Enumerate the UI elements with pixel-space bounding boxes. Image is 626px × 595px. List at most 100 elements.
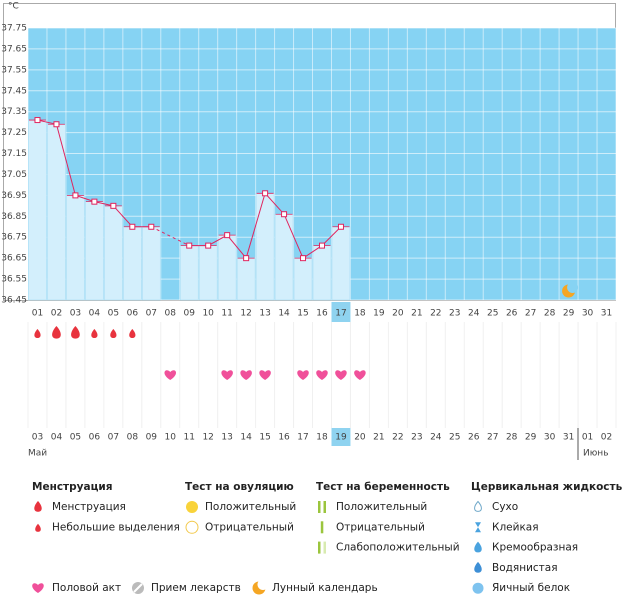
date-label: 30 [544,433,556,443]
legend-item: Слабоположительный [336,542,460,554]
date-label: 09 [146,433,158,443]
x-tick-label: 31 [601,309,612,319]
bar [198,245,218,301]
point [186,242,193,249]
x-tick-label: 12 [240,309,251,319]
date-label: 29 [525,433,537,443]
legend-item: Сухо [492,501,518,513]
legend-item: Водянистая [492,562,558,574]
x-tick-label: 21 [411,309,422,319]
menstruation-drop [110,329,117,338]
icon [323,501,326,513]
y-tick-label: 37.75 [1,24,27,34]
menstruation-drop [129,329,136,338]
moon-cut [567,282,579,293]
legend-item: Менструация [52,501,126,513]
date-label: 07 [108,433,119,443]
date-label: 10 [165,433,177,443]
legend-item: Яичный белок [492,582,570,594]
date-label: 02 [601,433,612,443]
y-tick-label: 36.65 [1,254,27,264]
x-tick-label: 02 [51,309,62,319]
intercourse-heart [335,370,347,380]
legend-item: Небольшие выделения [52,521,180,533]
bar [236,257,256,301]
legend-item: Клейкая [492,521,539,533]
x-tick-label: 08 [165,309,177,319]
point [148,223,155,230]
bar [123,226,142,301]
date-label: 01 [582,433,593,443]
y-tick-label: 37.35 [1,107,27,117]
legend-title: Тест на беременность [316,481,450,493]
icon [185,520,199,534]
icon [133,583,143,593]
point [262,190,269,197]
legend-item: Прием лекарств [151,582,241,594]
date-label: 31 [563,433,574,443]
icon [320,521,324,534]
point [281,211,288,218]
intercourse-heart [297,370,309,380]
y-unit: °C [8,2,19,12]
menstruation-drop [52,326,61,339]
point [91,198,98,205]
legend-title: Менструация [32,481,112,493]
x-tick-label: 19 [373,309,385,319]
legend-item: Положительный [205,501,296,513]
highlight-date [331,428,351,446]
x-tick-label: 04 [89,309,101,319]
y-tick-label: 36.75 [1,233,27,243]
y-tick-label: 36.85 [1,212,27,222]
icon [32,583,44,593]
bar [85,201,104,301]
y-tick-label: 37.25 [1,128,27,138]
icon [323,541,326,554]
legend-item: Кремообразная [492,542,578,554]
intercourse-heart [240,370,252,380]
legend-title: Тест на овуляцию [185,481,294,493]
bar [274,213,294,301]
date-label: 19 [335,433,347,443]
date-label: 17 [297,433,308,443]
date-label: 27 [487,433,498,443]
intercourse-heart [259,370,271,380]
date-label: 08 [127,433,139,443]
point [53,121,60,128]
menstruation-drop [34,329,41,338]
x-tick-label: 30 [582,309,594,319]
date-label: 04 [51,433,63,443]
icon [35,523,41,532]
x-tick-label: 17 [335,309,346,319]
icon [318,501,321,513]
x-tick-label: 24 [468,309,480,319]
gap-connector [151,226,190,247]
point [300,255,307,262]
date-label: 25 [449,433,460,443]
date-label: 23 [411,433,422,443]
y-tick-label: 36.45 [1,296,27,306]
x-tick-label: 20 [392,309,404,319]
date-label: 13 [221,433,232,443]
intercourse-heart [221,370,233,380]
date-label: 22 [392,433,403,443]
x-tick-label: 16 [316,309,328,319]
x-tick-label: 25 [487,309,498,319]
icon [186,501,198,513]
legend-item: Лунный календарь [272,582,378,594]
x-tick-label: 28 [544,309,556,319]
y-tick-label: 37.65 [1,44,27,54]
x-tick-label: 26 [506,309,518,319]
legend-item: Половой акт [52,582,121,594]
legend-item: Положительный [336,501,427,513]
date-label: 03 [32,433,43,443]
y-tick-label: 37.05 [1,170,27,180]
bar [104,205,123,301]
bar [142,226,161,301]
legend-item: Отрицательный [336,521,425,533]
date-label: 14 [240,433,252,443]
y-tick-label: 37.55 [1,65,27,75]
y-tick-label: 36.55 [1,275,27,285]
x-tick-label: 29 [563,309,575,319]
bar [331,226,351,301]
